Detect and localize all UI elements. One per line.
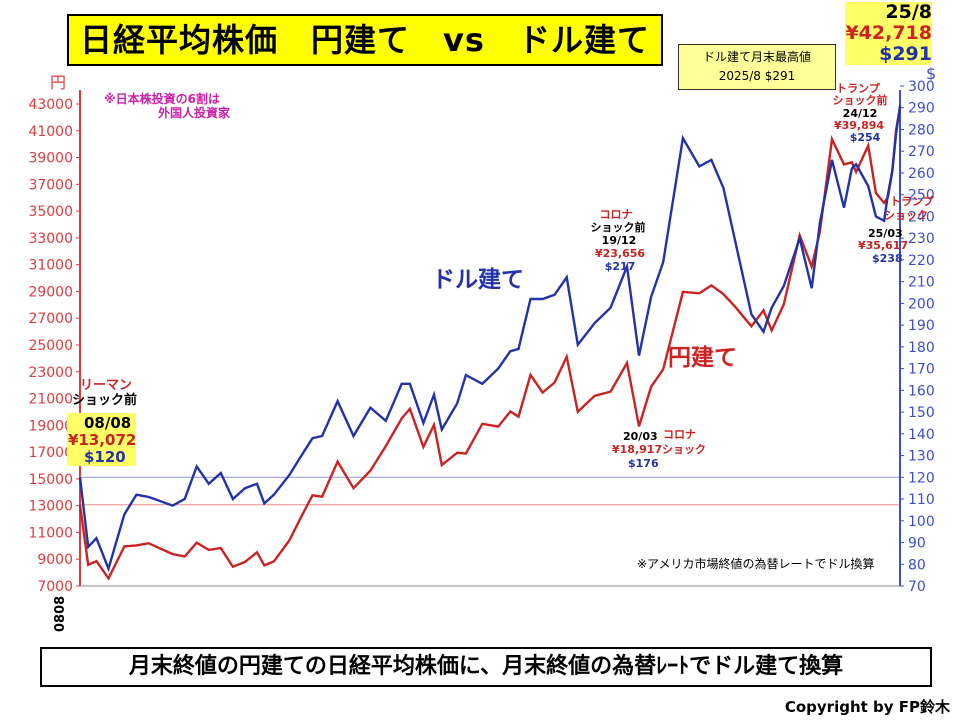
left-tick-label: 27000 (28, 311, 73, 327)
x-tick-label: 0808 (53, 596, 68, 632)
note-investors-2: 外国人投資家 (158, 105, 231, 120)
corona-before-yen: ¥23,656 (595, 247, 645, 260)
right-tick-label: 160 (908, 383, 935, 399)
right-tick-label: 300 (908, 79, 935, 95)
left-tick-label: 7000 (37, 579, 73, 595)
right-tick-label: 130 (908, 449, 935, 465)
note-investors-1: ※日本株投資の6割は (104, 91, 220, 106)
right-tick-label: 240 (908, 209, 935, 225)
right-tick-label: 70 (908, 579, 926, 595)
corona-before-usd: $217 (605, 260, 636, 273)
left-axis-unit: 円 (50, 73, 66, 92)
trump-usd: $238 (872, 252, 903, 265)
series-line-usd (78, 105, 902, 573)
footer-caption: 月末終値の円建ての日経平均株価に、月末終値の為替ﾚｰﾄでドル建て換算 (40, 647, 932, 687)
right-tick-label: 270 (908, 144, 935, 160)
usd-high-badge-line2: 2025/8 $291 (718, 69, 796, 83)
left-tick-label: 37000 (28, 177, 73, 193)
left-tick-label: 9000 (37, 552, 73, 568)
annotation-trump: トランプ ショック 25/03 ¥35,617 $238 (858, 194, 935, 265)
left-axis-ticks: 7000 9000 11000 13000 15000 17000 19000 21000 23… (28, 97, 80, 595)
annotation-corona-before: コロナ ショック前 19/12 ¥23,656 $217 (591, 208, 646, 273)
lehman-event2: ショック前 (72, 392, 137, 408)
trump-before-yen: ¥39,894 (834, 119, 884, 132)
right-tick-label: 230 (908, 231, 935, 247)
lehman-usd: $120 (84, 448, 126, 466)
reference-lines (80, 476, 900, 506)
series-line-yen (78, 107, 902, 581)
right-tick-label: 200 (908, 296, 935, 312)
right-tick-label: 80 (908, 557, 926, 573)
left-tick-label: 31000 (28, 258, 73, 274)
corona-before-date: 19/12 (602, 234, 637, 247)
left-tick-label: 19000 (28, 418, 73, 434)
left-tick-label: 11000 (28, 525, 73, 541)
lehman-event1: リーマン (80, 378, 132, 393)
usd-high-badge: ドル建て月末最高値 2025/8 $291 (678, 44, 836, 90)
left-tick-label: 21000 (28, 392, 73, 408)
right-axis-unit: $ (926, 64, 936, 83)
right-tick-label: 210 (908, 275, 935, 291)
latest-usd: $291 (845, 44, 932, 65)
note-fx: ※アメリカ市場終値の為替レートでドル換算 (637, 556, 874, 571)
lehman-date: 08/08 (84, 414, 131, 432)
left-tick-label: 33000 (28, 231, 73, 247)
trump-event1: トランプ (890, 194, 935, 208)
annotation-trump-before: トランプ ショック前 24/12 ¥39,894 $254 (833, 81, 888, 144)
trump-date: 25/03 (868, 227, 903, 240)
corona-usd: $176 (628, 457, 659, 470)
latest-date: 25/8 (845, 2, 932, 23)
left-tick-label: 13000 (28, 499, 73, 515)
right-tick-label: 260 (908, 166, 935, 182)
corona-before-event2: ショック前 (591, 220, 646, 234)
right-tick-label: 120 (908, 470, 935, 486)
trump-before-event2: ショック前 (833, 93, 888, 107)
right-tick-label: 90 (908, 536, 926, 552)
usd-high-badge-line1: ドル建て月末最高値 (702, 50, 811, 64)
series-label-usd: ドル建て (432, 267, 524, 293)
left-tick-label: 43000 (28, 97, 73, 113)
right-tick-label: 280 (908, 122, 935, 138)
left-tick-label: 23000 (28, 365, 73, 381)
latest-yen: ¥42,718 (845, 22, 932, 44)
right-axis-ticks: 70 80 90 100 110 120 130 140 150 160 170 180 190 200 2… (900, 79, 935, 595)
trump-before-date: 24/12 (843, 107, 878, 120)
series-label-yen: 円建て (668, 345, 737, 371)
annotation-lehman: リーマン ショック前 08/08 ¥13,072 $120 (67, 378, 137, 466)
right-tick-label: 180 (908, 340, 935, 356)
right-tick-label: 140 (908, 427, 935, 443)
copyright: Copyright by FP鈴木 (784, 698, 950, 716)
latest-values: 25/8 ¥42,718 $291 (845, 2, 932, 65)
trump-event2: ショック (884, 209, 928, 222)
right-tick-label: 100 (908, 514, 935, 530)
left-tick-label: 29000 (28, 284, 73, 300)
page-title: 日経平均株価 円建て vs ドル建て (67, 14, 663, 66)
lehman-yen: ¥13,072 (68, 431, 136, 449)
trump-before-usd: $254 (850, 131, 881, 144)
corona-event1: コロナ (663, 428, 696, 441)
right-tick-label: 110 (908, 492, 935, 508)
trump-yen: ¥35,617 (858, 239, 908, 252)
corona-event2: ショック (662, 443, 706, 456)
corona-yen: ¥18,917 (612, 443, 662, 456)
left-tick-label: 41000 (28, 124, 73, 140)
right-tick-label: 150 (908, 405, 935, 421)
right-tick-label: 190 (908, 318, 935, 334)
trump-before-event1: トランプ (836, 81, 881, 95)
left-tick-label: 39000 (28, 151, 73, 167)
left-tick-label: 25000 (28, 338, 73, 354)
annotation-corona: コロナ 20/03 ¥18,917 ショック $176 (612, 428, 706, 470)
left-tick-label: 17000 (28, 445, 73, 461)
right-tick-label: 170 (908, 362, 935, 378)
lehman-highlight (67, 413, 136, 466)
right-tick-label: 220 (908, 253, 935, 269)
corona-date: 20/03 (623, 430, 658, 443)
right-tick-label: 290 (908, 101, 935, 117)
left-tick-label: 35000 (28, 204, 73, 220)
right-tick-label: 250 (908, 188, 935, 204)
corona-before-event1: コロナ (600, 208, 633, 221)
left-tick-label: 15000 (28, 472, 73, 488)
